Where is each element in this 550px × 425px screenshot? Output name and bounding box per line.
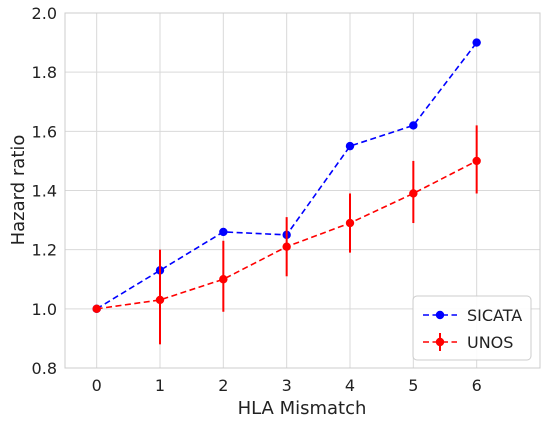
legend-label: UNOS xyxy=(467,333,513,352)
y-tick-label: 2.0 xyxy=(32,4,57,23)
unos-point xyxy=(219,275,228,284)
sicata-point xyxy=(409,121,418,130)
unos-point xyxy=(345,218,355,228)
x-tick-label: 6 xyxy=(472,376,482,395)
y-tick-label: 1.0 xyxy=(32,300,57,319)
x-tick-label: 4 xyxy=(345,376,355,395)
legend-marker xyxy=(435,337,445,347)
tick-labels: 0 1 2 3 4 5 6 0.8 1.0 1.2 1.4 1.6 1.8 2.0 xyxy=(32,4,482,395)
legend-item-sicata: SICATA xyxy=(423,306,522,325)
x-tick-label: 2 xyxy=(218,376,228,395)
unos-point xyxy=(409,189,418,198)
x-tick-label: 1 xyxy=(155,376,165,395)
y-axis-title: Hazard ratio xyxy=(8,135,29,246)
legend: SICATA UNOS xyxy=(412,295,532,361)
legend-item-unos: UNOS xyxy=(423,333,513,352)
series-layer xyxy=(92,38,481,345)
y-tick-label: 1.2 xyxy=(32,241,57,260)
plot-frame xyxy=(64,12,541,369)
legend-marker xyxy=(435,310,445,320)
sicata-point xyxy=(219,227,228,237)
series-unos xyxy=(92,125,481,345)
sicata-point xyxy=(345,141,355,151)
y-tick-label: 1.8 xyxy=(32,63,57,82)
unos-point xyxy=(472,156,481,166)
y-tick-label: 1.6 xyxy=(32,122,57,141)
x-axis-title: HLA Mismatch xyxy=(238,398,367,419)
unos-point xyxy=(155,295,165,305)
x-tick-label: 3 xyxy=(282,376,292,395)
unos-point xyxy=(92,304,101,314)
sicata-point xyxy=(472,38,481,47)
legend-label: SICATA xyxy=(467,306,522,325)
y-tick-label: 0.8 xyxy=(32,359,57,378)
x-tick-label: 0 xyxy=(92,376,102,395)
x-tick-label: 5 xyxy=(408,376,418,395)
unos-point xyxy=(282,242,291,251)
y-tick-label: 1.4 xyxy=(32,182,57,201)
